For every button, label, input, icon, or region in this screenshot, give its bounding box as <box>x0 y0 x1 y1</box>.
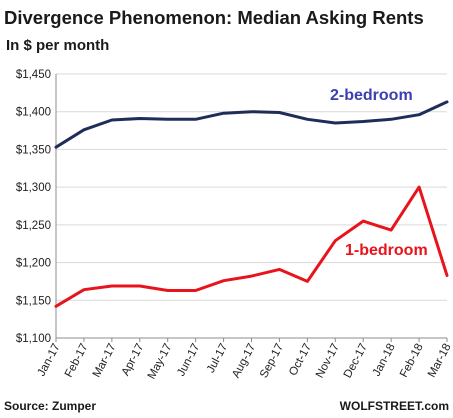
y-tick-label: $1,150 <box>16 295 51 307</box>
chart-subtitle: In $ per month <box>6 37 109 54</box>
x-tick-label: Feb-18 <box>398 342 426 380</box>
x-tick-label: Apr-17 <box>120 342 147 378</box>
x-tick-label: Aug-17 <box>230 342 258 380</box>
x-axis-ticks: Jan-17 Feb-17 Mar-17 Apr-17 May-17 Jun-17 Jul-… <box>36 338 453 381</box>
y-tick-label: $1,200 <box>16 258 51 270</box>
y-tick-label: $1,350 <box>16 144 51 156</box>
x-tick-label: Mar-17 <box>91 342 119 380</box>
y-tick-label: $1,400 <box>16 107 51 119</box>
y-tick-label: $1,250 <box>16 220 51 232</box>
x-tick-label: Nov-17 <box>314 342 342 380</box>
series-lines <box>54 100 449 308</box>
credit-note: WOLFSTREET.com <box>340 399 449 413</box>
x-tick-label: Oct-17 <box>287 342 314 378</box>
y-tick-label: $1,300 <box>16 182 51 194</box>
y-tick-label: $1,450 <box>16 69 51 81</box>
x-tick-label: Mar-18 <box>426 342 453 380</box>
x-tick-label: Dec-17 <box>342 342 370 380</box>
series-label-2-bedroom: 2-bedroom <box>330 87 413 104</box>
y-tick-label: $1,100 <box>16 333 51 345</box>
x-tick-label: Feb-17 <box>63 342 91 380</box>
x-tick-label: Jun-17 <box>175 342 202 379</box>
x-tick-label: Jan-17 <box>36 342 63 379</box>
series-line-2-bedroom <box>54 100 449 149</box>
series-line-1-bedroom <box>54 185 449 308</box>
gridlines <box>56 73 447 301</box>
x-tick-label: May-17 <box>146 342 175 382</box>
y-axis-ticks: $1,100 $1,150 $1,200 $1,250 $1,300 $1,350 $1,4… <box>16 69 51 345</box>
x-tick-label: Sep-17 <box>258 342 286 380</box>
x-tick-label: Jan-18 <box>371 342 398 379</box>
x-tick-label: Jul-17 <box>205 342 230 375</box>
source-note: Source: Zumper <box>4 399 96 413</box>
chart-title: Divergence Phenomenon: Median Asking Ren… <box>4 7 424 28</box>
series-label-1-bedroom: 1-bedroom <box>345 242 428 259</box>
